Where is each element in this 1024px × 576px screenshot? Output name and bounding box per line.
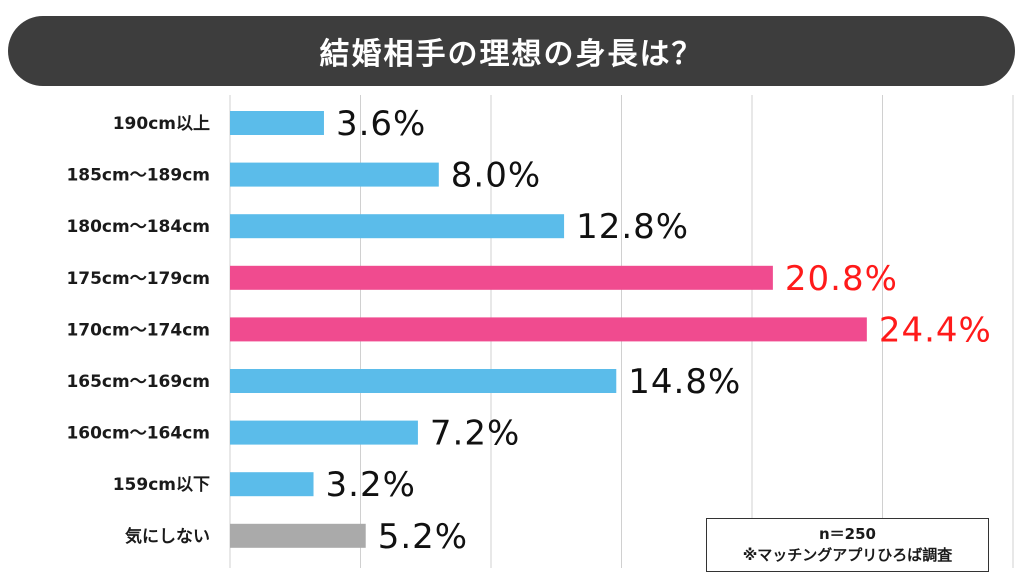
sample-size: n＝250 <box>819 525 876 543</box>
value-label: 20.8% <box>785 259 898 299</box>
value-label: 3.6% <box>336 104 426 144</box>
chart-title: 結婚相手の理想の身長は？ <box>319 37 704 72</box>
bar <box>230 420 418 445</box>
category-label: 170cm～174cm <box>66 320 210 340</box>
bar <box>230 317 867 342</box>
bar <box>230 472 314 497</box>
bar <box>230 369 617 393</box>
bar <box>230 162 439 187</box>
title-banner: 結婚相手の理想の身長は？ <box>8 16 1015 86</box>
bar <box>230 523 366 548</box>
category-label: 160cm～164cm <box>66 424 210 444</box>
bar <box>230 265 773 290</box>
survey-source: ※マッチングアプリひろば調査 <box>742 546 953 564</box>
value-label: 14.8% <box>628 362 741 402</box>
bar <box>230 214 565 239</box>
category-label: 190cm以上 <box>113 114 210 134</box>
category-label: 175cm～179cm <box>66 269 210 289</box>
value-label: 24.4% <box>879 310 992 350</box>
category-label: 159cm以下 <box>113 475 210 495</box>
survey-note: n＝250 ※マッチングアプリひろば調査 <box>706 518 989 572</box>
category-label: 気にしない <box>124 526 210 547</box>
value-label: 5.2% <box>378 517 468 557</box>
category-label: 180cm～184cm <box>66 217 210 237</box>
category-label: 185cm～189cm <box>66 166 210 186</box>
value-label: 7.2% <box>430 414 520 454</box>
category-label: 165cm～169cm <box>66 372 210 392</box>
value-label: 12.8% <box>576 207 689 247</box>
value-label: 8.0% <box>451 156 541 196</box>
value-label: 3.2% <box>326 465 416 505</box>
bar <box>230 111 324 135</box>
